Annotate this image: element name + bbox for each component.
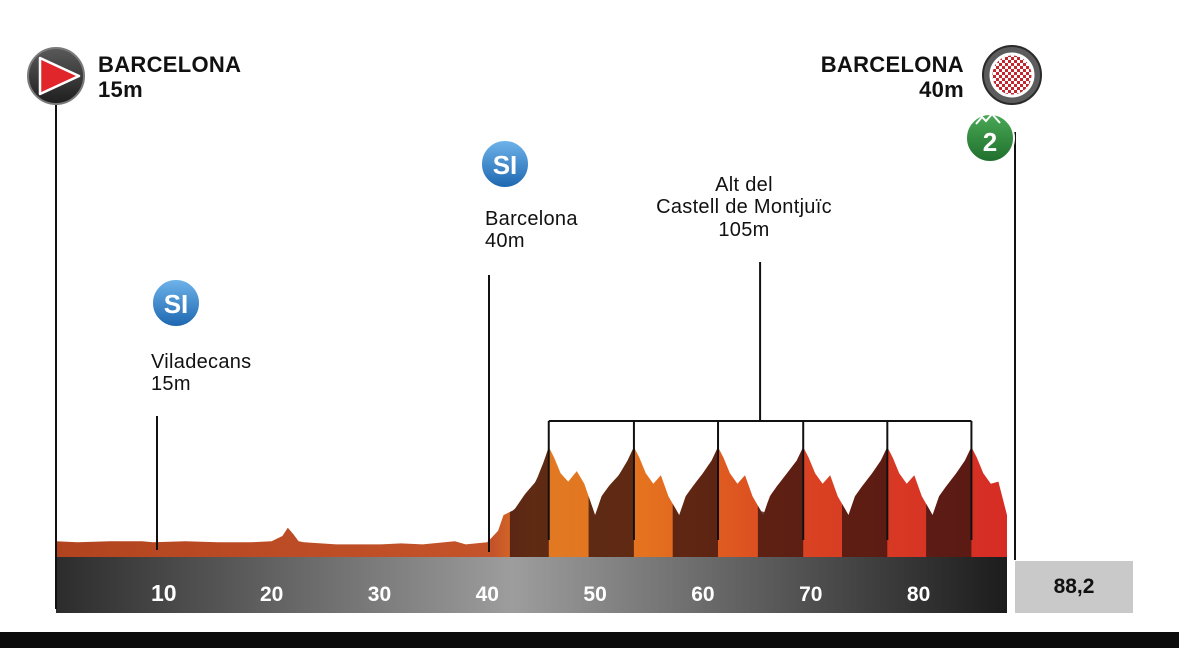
start-location: BARCELONA 15m — [98, 52, 242, 102]
waypoint-altitude: 40m — [485, 230, 525, 253]
climb-label: Alt del Castell de Montjuïc 105m — [614, 174, 874, 241]
x-tick-label: 40 — [476, 583, 499, 606]
climb-pass-shade — [509, 447, 549, 557]
sprint-intermediate-icon: SI — [480, 139, 530, 189]
total-distance: 88,2 — [1015, 561, 1133, 613]
waypoint-barcelona: Barcelona 40m — [485, 208, 578, 253]
climb-pass-shade — [672, 447, 718, 557]
x-tick-label: 20 — [260, 583, 283, 606]
finish-name: BARCELONA — [820, 52, 964, 77]
climb-pass-shade — [842, 447, 888, 557]
start-altitude: 15m — [98, 76, 143, 102]
x-tick-label: 50 — [583, 583, 606, 606]
x-tick-label: 10 — [151, 580, 177, 606]
waypoint-name: Viladecans — [151, 351, 252, 373]
x-tick-label: 60 — [691, 583, 714, 606]
waypoint-name: Barcelona — [485, 208, 578, 230]
climb-label-line: Castell de Montjuïc — [656, 196, 832, 219]
climb-pass-shade — [588, 447, 634, 557]
climb-bracket — [547, 262, 973, 540]
climb-pass-shade — [926, 447, 972, 557]
sprint-icon-label: SI — [493, 150, 518, 180]
climb-label-line: Alt del — [715, 174, 773, 196]
waypoint-viladecans: Viladecans 15m — [151, 351, 251, 396]
sprint-intermediate-icon: SI — [151, 278, 201, 328]
sprint-icon-label: SI — [164, 289, 189, 319]
mountain-category-icon: 2 — [965, 112, 1015, 163]
climb-pass-shade — [757, 447, 804, 557]
x-tick-label: 30 — [368, 583, 391, 606]
finish-altitude: 40m — [919, 76, 964, 102]
climb-label-line: 105m — [718, 218, 770, 241]
finish-flag-icon — [982, 45, 1042, 105]
bottom-border — [0, 632, 1179, 648]
x-tick-label: 80 — [907, 583, 930, 606]
finish-location: BARCELONA 40m — [820, 52, 964, 102]
x-tick-label: 70 — [799, 583, 822, 606]
start-name: BARCELONA — [98, 52, 242, 77]
waypoint-altitude: 15m — [151, 373, 191, 396]
distance-axis-bar — [56, 557, 1007, 613]
start-flag-icon — [27, 47, 85, 105]
climb-category-label: 2 — [983, 127, 997, 157]
